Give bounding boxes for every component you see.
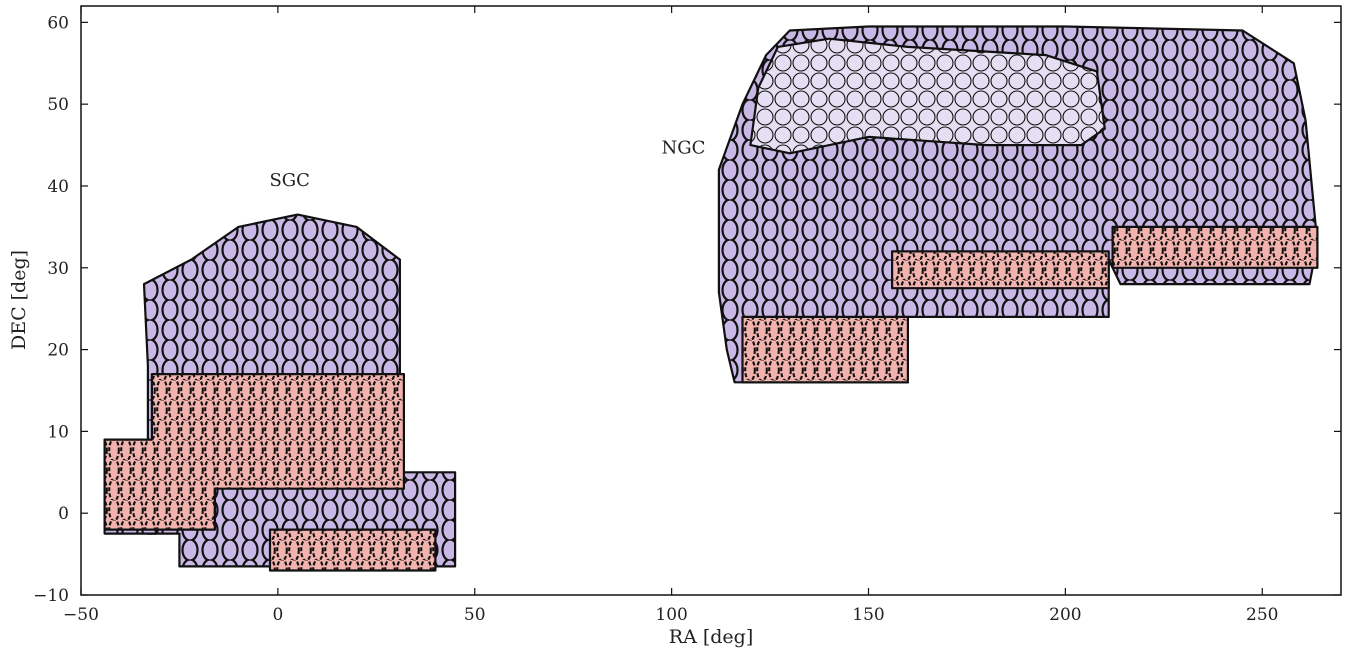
y-tick-label: 10 [47, 422, 69, 442]
x-tick-label: 50 [464, 605, 486, 625]
footprint-plates [1111, 225, 1319, 269]
footprint-sgc-observed [103, 373, 405, 531]
footprint-ngc-mid-observed [890, 250, 1110, 290]
region-label-sgc: SGC [269, 170, 309, 191]
region-label-ngc: NGC [661, 137, 705, 158]
y-tick-label: 50 [47, 95, 69, 115]
footprint-ngc-light [749, 37, 1106, 155]
ticks: −50 0 50 100 150 200 250 −10 0 10 20 30 40 50 60 [33, 6, 1341, 625]
x-tick-label: 0 [272, 605, 283, 625]
footprint-plates [268, 528, 437, 572]
footprint-ngc-observed [741, 315, 910, 384]
x-tick-label: 200 [1049, 605, 1081, 625]
x-tick-label: 250 [1246, 605, 1278, 625]
y-tick-label: 20 [47, 341, 69, 361]
y-tick-label: −10 [33, 586, 69, 606]
footprint-plates [890, 250, 1110, 290]
footprints [103, 25, 1319, 572]
y-axis-label: DEC [deg] [8, 250, 30, 350]
x-tick-label: −50 [63, 605, 99, 625]
x-tick-label: 100 [655, 605, 687, 625]
annotations: SGC NGC [269, 137, 705, 191]
footprint-sgc-south-observed [268, 528, 437, 572]
y-tick-label: 30 [47, 259, 69, 279]
footprint-plates [741, 315, 910, 384]
footprint-plates [749, 37, 1106, 155]
footprint-ngc-east-observed [1111, 225, 1319, 269]
y-tick-label: 0 [58, 504, 69, 524]
x-axis-label: RA [deg] [669, 626, 753, 648]
y-tick-label: 40 [47, 177, 69, 197]
y-tick-label: 60 [47, 13, 69, 33]
footprint-plates [103, 373, 405, 531]
plot-frame [80, 5, 1342, 596]
x-tick-label: 150 [852, 605, 884, 625]
